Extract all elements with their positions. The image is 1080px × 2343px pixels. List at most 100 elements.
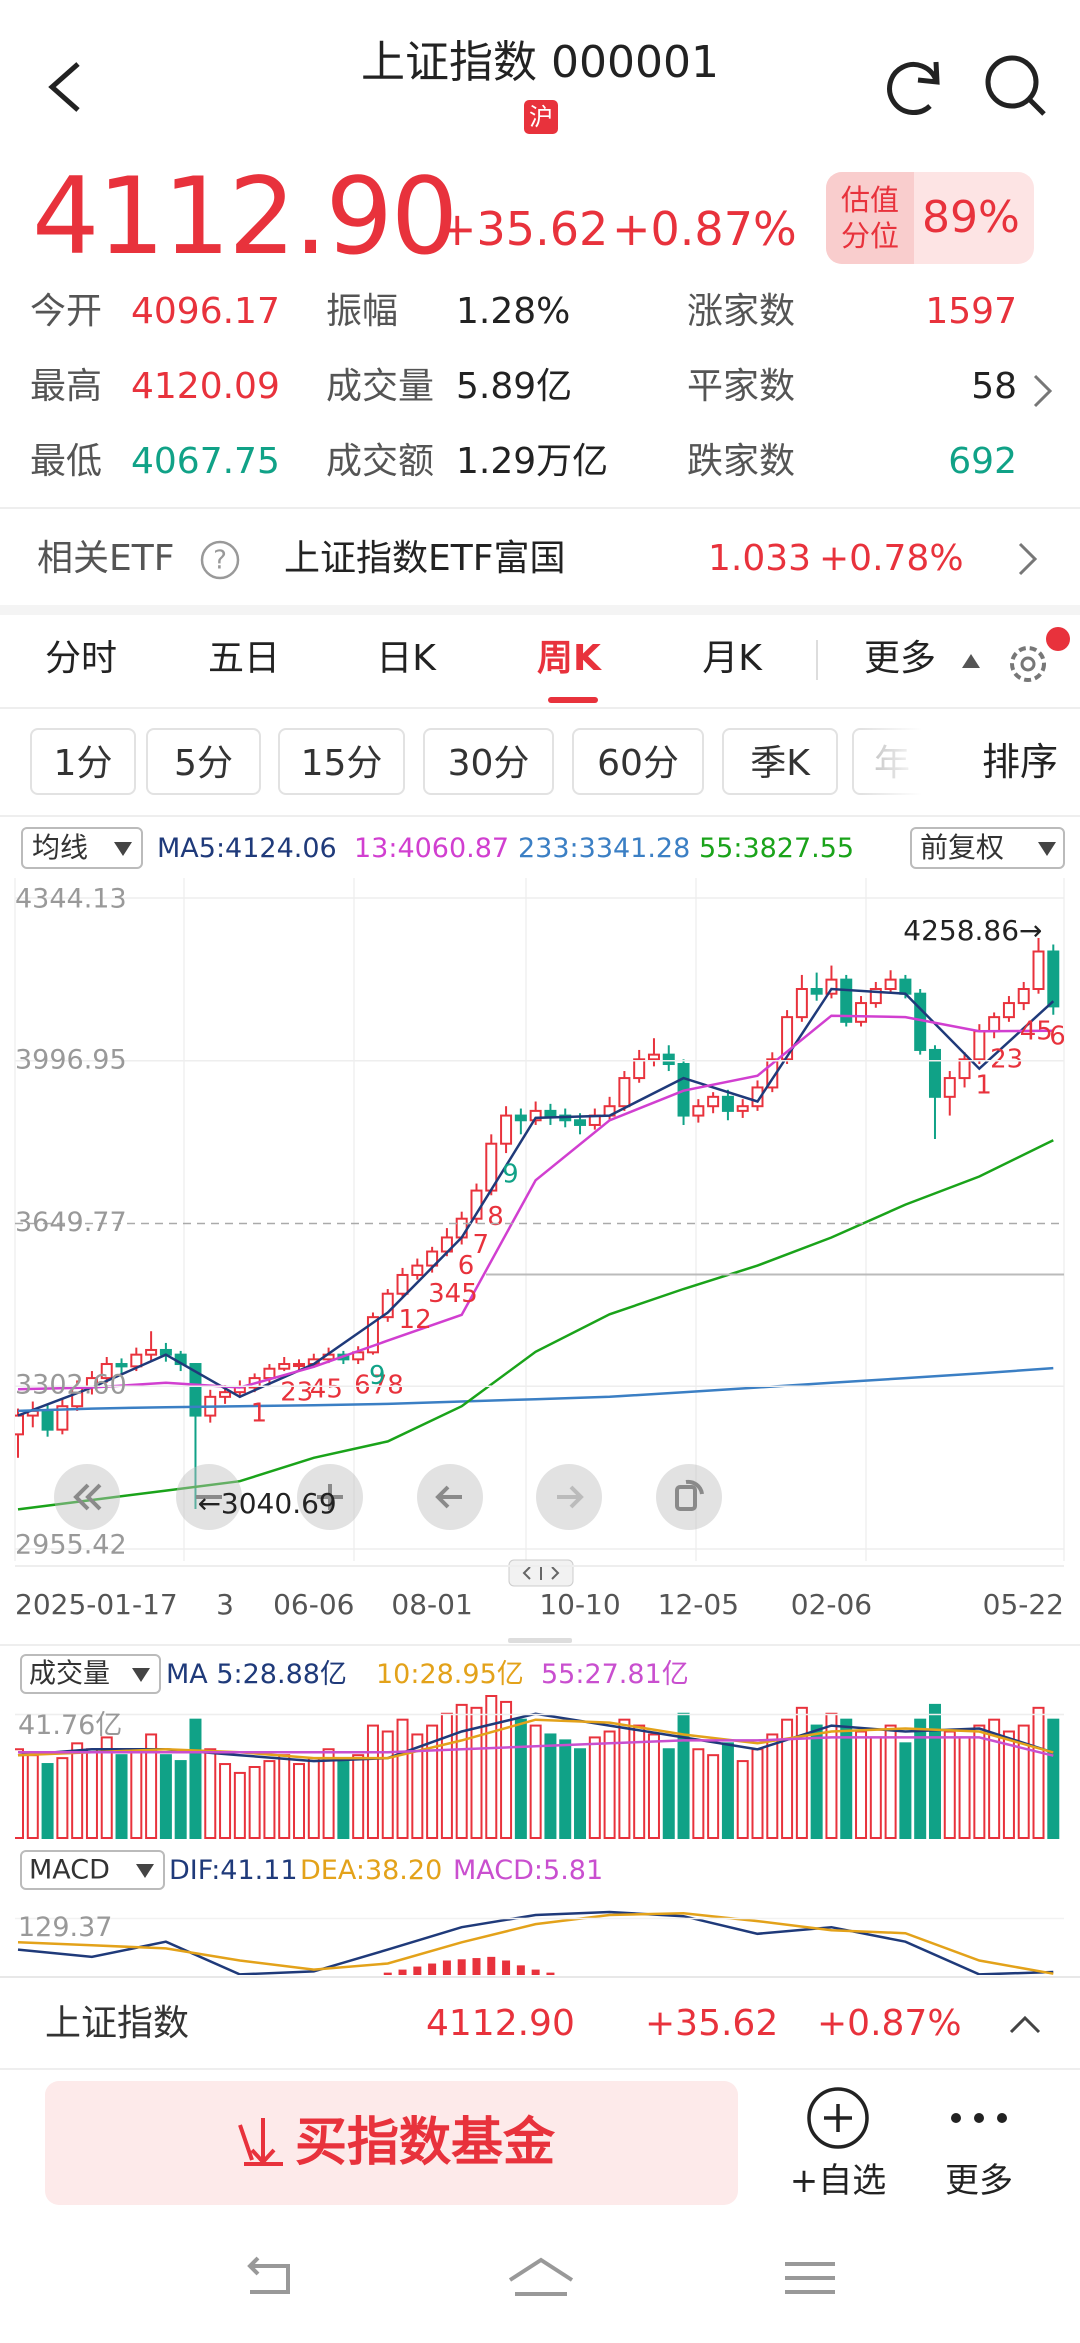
volume-bar	[263, 1760, 276, 1840]
tab[interactable]: 月K	[702, 638, 762, 679]
tab[interactable]: 更多	[864, 638, 937, 679]
tab[interactable]: 五日	[207, 638, 280, 679]
valuation-box[interactable]: 估值 分位 89%	[826, 172, 1034, 264]
volume-bar	[411, 1733, 424, 1840]
ma-selector[interactable]	[21, 827, 143, 869]
valuation-label-2: 分位	[840, 219, 899, 253]
legend-value: 5.81	[543, 1855, 603, 1886]
volume-bar	[928, 1703, 941, 1839]
etf-price: 1.033	[708, 538, 812, 579]
watch-icon[interactable]	[807, 2087, 869, 2149]
annotation: 4258.86→	[903, 914, 1042, 947]
volume-bar	[56, 1757, 69, 1839]
volume-bar	[899, 1742, 912, 1840]
dropdown-arrow	[1038, 842, 1056, 856]
y-tick-label: 3996.95	[15, 1044, 127, 1075]
stat-label: 跌家数	[687, 441, 796, 482]
candle-body	[928, 1048, 941, 1098]
search-icon[interactable]	[985, 55, 1039, 109]
change: +35.62	[438, 202, 609, 256]
volume-bar	[500, 1700, 513, 1839]
y-tick-label: 4344.13	[15, 884, 127, 915]
candle-body	[781, 1016, 794, 1061]
stat-label: 最高	[30, 366, 103, 407]
candle-body	[219, 1391, 232, 1398]
legend-name: MA 5:	[166, 1659, 243, 1690]
legend-value: 27.81亿	[584, 1659, 688, 1690]
vertical-grid	[14, 878, 1065, 1561]
collapse-icon[interactable]	[1009, 2015, 1041, 2034]
search-handle	[1027, 97, 1046, 116]
etf-name[interactable]: 上证指数ETF富国	[284, 538, 566, 579]
back-icon[interactable]	[48, 62, 80, 112]
macd-bar	[398, 1969, 407, 1975]
nav-home[interactable]	[508, 2257, 574, 2296]
macd-selector[interactable]	[20, 1850, 165, 1890]
buy-icon	[238, 2118, 283, 2166]
volume-bar	[1002, 1730, 1015, 1839]
macd-bar	[413, 1966, 422, 1975]
etf-chevron[interactable]	[1018, 542, 1038, 576]
nav-back[interactable]	[247, 2256, 290, 2294]
control-rotate[interactable]	[656, 1464, 722, 1530]
macd-bar	[531, 1969, 540, 1975]
volume-bar	[810, 1724, 823, 1840]
dropdown-arrow	[136, 1864, 154, 1878]
stats-chevron[interactable]	[1033, 374, 1053, 408]
more-dots[interactable]	[951, 2113, 1007, 2123]
x-tick-label: 05-22	[983, 1588, 1064, 1621]
help-text: ?	[213, 546, 227, 576]
x-tick-label: 2025-01-17	[15, 1588, 178, 1621]
nav-menu[interactable]	[785, 2262, 835, 2294]
gear-icon[interactable]	[1010, 646, 1046, 682]
td-label: 6	[1049, 1021, 1066, 1051]
volume-bar	[707, 1754, 720, 1839]
tab[interactable]: 日K	[376, 638, 436, 679]
volume-bar	[15, 1748, 24, 1839]
volume-bar	[145, 1733, 158, 1840]
candle-body	[647, 1053, 660, 1061]
candle-body	[1002, 1002, 1015, 1019]
candle-body	[795, 988, 808, 1019]
sort-button[interactable]: 排序	[982, 740, 1059, 784]
bottom-name: 上证指数	[45, 2003, 190, 2044]
period-button[interactable]: 60分	[572, 728, 704, 795]
volume-bar	[381, 1730, 394, 1839]
period-button[interactable]: 30分	[423, 728, 554, 795]
buy-button[interactable]	[45, 2081, 738, 2205]
help-icon[interactable]	[200, 540, 240, 580]
x-tick-label: 08-01	[391, 1588, 472, 1621]
period-button[interactable]: 1分	[30, 728, 136, 795]
legend-name: 13:	[354, 833, 397, 864]
candle-body	[514, 1114, 527, 1122]
x-tick-label: 06-06	[273, 1588, 354, 1621]
period-button[interactable]: 季K	[722, 728, 838, 795]
tab-active[interactable]: 周K	[537, 638, 601, 679]
legend-name: 10:	[376, 1659, 419, 1690]
y-tick-label: 41.76亿	[18, 1710, 122, 1741]
tab[interactable]: 分时	[44, 638, 117, 679]
candle-body	[56, 1405, 69, 1431]
volume-bar	[633, 1724, 646, 1840]
adjust-selector[interactable]	[910, 827, 1065, 869]
candle-body	[973, 1030, 986, 1061]
period-button[interactable]: 15分	[278, 728, 405, 795]
volume-bar	[219, 1763, 232, 1839]
etf-change: +0.78%	[819, 538, 964, 579]
volume-bar	[85, 1748, 98, 1839]
candle-body	[41, 1409, 54, 1431]
volume-bar	[248, 1766, 261, 1839]
refresh-icon[interactable]	[887, 61, 940, 115]
bottom-change-pct: +0.87%	[817, 2003, 962, 2044]
period-button[interactable]: 5分	[146, 728, 261, 795]
volume-bar	[721, 1742, 734, 1840]
volume-bar	[677, 1712, 690, 1839]
macd-bar	[546, 1972, 555, 1975]
volume-bar	[1032, 1706, 1045, 1840]
volume-selector[interactable]	[20, 1654, 161, 1694]
macd-selector-text: MACD	[29, 1855, 110, 1886]
candle-body	[544, 1109, 557, 1117]
chart-controls	[54, 1464, 722, 1530]
stat-label: 振幅	[326, 291, 399, 332]
